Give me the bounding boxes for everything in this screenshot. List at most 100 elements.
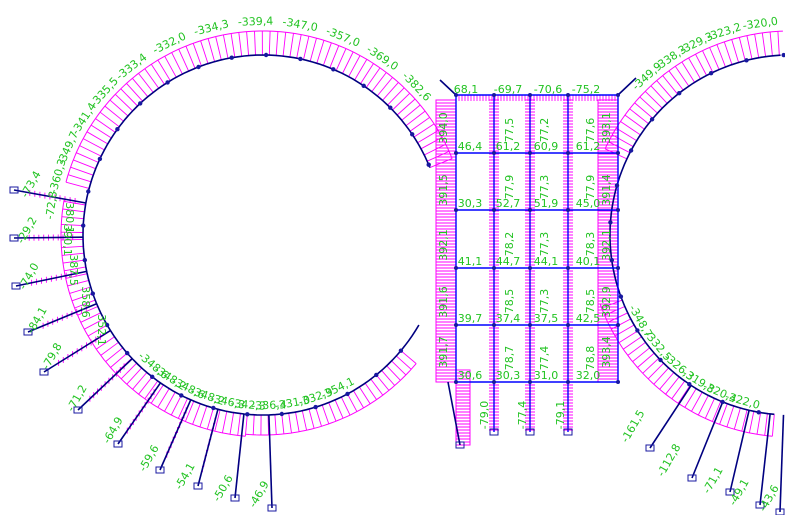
left-ring-bottom-right-moment	[252, 350, 417, 436]
frame-node	[492, 266, 496, 270]
strut-anchor	[73, 406, 83, 414]
ring-node	[263, 52, 269, 58]
ring-node	[608, 220, 613, 225]
frame-side-label: 393,1	[600, 112, 613, 144]
frame-panel-label: 46,4	[458, 140, 483, 153]
right-strut	[729, 410, 750, 493]
left-ring-top-moment	[65, 30, 453, 189]
frame-side-label: 391,5	[437, 174, 450, 206]
frame-node	[616, 380, 620, 384]
strut-moment-label: -112,8	[654, 442, 683, 479]
frame-node	[454, 380, 458, 384]
left-strut	[27, 302, 97, 333]
frame-node	[454, 208, 458, 212]
left-strut	[15, 270, 87, 287]
ring-node	[781, 52, 785, 58]
frame-top-label: -69,7	[494, 83, 522, 96]
strut-moment-label: -59,6	[136, 443, 161, 474]
right-ring-top-moment-outline	[604, 30, 783, 150]
strut-anchor	[9, 186, 19, 194]
left-strut	[13, 189, 87, 204]
frame-side-label: 391,4	[600, 174, 613, 206]
strut-moment-label: -49,1	[726, 477, 751, 508]
frame-node	[616, 266, 620, 270]
ring-moment-label: -331,0	[274, 393, 311, 412]
ring-node	[115, 127, 120, 132]
frame-node	[454, 323, 458, 327]
strut-anchor	[113, 440, 123, 448]
frame-node	[616, 151, 620, 155]
strut-anchor	[267, 504, 277, 512]
frame-panel-label: 37,5	[534, 312, 559, 325]
ring-node	[179, 393, 184, 398]
ring-moment-label: -369,0	[364, 43, 401, 74]
ring-moment-label: -339,4	[238, 14, 274, 28]
ring-node	[649, 117, 655, 122]
strut-anchor	[155, 466, 165, 474]
frame-column-label: 78,3	[584, 232, 597, 257]
ring-node	[687, 382, 692, 387]
ring-node	[658, 357, 663, 363]
strut-moment-label: -84,1	[24, 305, 49, 336]
ring-node	[82, 257, 88, 263]
ring-moment-label: -332,0	[151, 30, 189, 57]
frame-node	[528, 208, 532, 212]
left-strut	[43, 329, 111, 373]
frame-panel-label: 37,4	[496, 312, 521, 325]
ring-node	[398, 348, 404, 353]
frame-node	[616, 93, 620, 97]
frame-side-label: 392,1	[600, 229, 613, 261]
frame-panel-label: 30,3	[496, 369, 521, 382]
frame-column-label: 77,6	[584, 118, 597, 143]
ring-node	[756, 410, 761, 415]
strut-moment-label: -79,8	[39, 341, 64, 372]
ring-node	[165, 80, 170, 85]
ring-moment-label: -354,1	[319, 375, 357, 402]
ring-node	[677, 91, 682, 96]
ring-node	[90, 291, 96, 296]
ring-node	[150, 374, 155, 379]
frame-column-label: 77,9	[584, 175, 597, 200]
frame-panel-label: 31,0	[534, 369, 559, 382]
frame-node	[528, 323, 532, 327]
frame-node	[492, 208, 496, 212]
left-ring-bottom-moment-outline	[60, 199, 246, 437]
frame-panel-label: 61,2	[576, 140, 601, 153]
frame-node	[616, 208, 620, 212]
right-strut	[759, 413, 771, 506]
frame-side-label: 394,0	[437, 112, 450, 144]
frame-side-label: 392,1	[437, 229, 450, 261]
ring-moment-label: -72,8	[43, 190, 60, 220]
frame-base-label: -77,4	[516, 401, 529, 429]
ring-node	[298, 56, 303, 62]
strut-moment-label: -74,0	[16, 261, 41, 292]
ring-moment-label: -342,3	[230, 397, 266, 413]
right-strut	[649, 384, 692, 449]
frame-panel-label: 39,7	[458, 312, 483, 325]
ring-moment-label: -335,5	[88, 75, 121, 110]
strut-moment-label: -71,2	[64, 383, 89, 414]
frame-column-label: 78,5	[503, 289, 516, 314]
ring-node	[628, 148, 634, 153]
right-strut	[779, 414, 785, 513]
frame-panel-label: 41,1	[458, 255, 483, 268]
strut-anchor	[230, 494, 240, 502]
frame-panel-label: 44,1	[534, 255, 559, 268]
ring-moment-label: -347,0	[282, 15, 319, 34]
ring-inner-label: 358,6	[79, 286, 92, 318]
ring-node	[345, 391, 350, 397]
column-anchor	[525, 428, 535, 436]
ring-moment-label: -323,2	[705, 20, 743, 43]
ring-inner-label: 352,1	[95, 314, 108, 346]
frame-node	[492, 93, 496, 97]
ring-node	[211, 405, 216, 411]
frame-side-label: 392,9	[600, 286, 613, 318]
ring-moment-label: -333,4	[114, 51, 150, 83]
ring-moment-label: -320,0	[742, 15, 779, 33]
frame-base-label: -79,0	[478, 401, 491, 429]
frame-panel-label: 42,5	[576, 312, 601, 325]
frame-node	[492, 323, 496, 327]
structure-nodes	[81, 52, 785, 417]
frame-node	[566, 323, 570, 327]
ring-node	[614, 183, 620, 188]
